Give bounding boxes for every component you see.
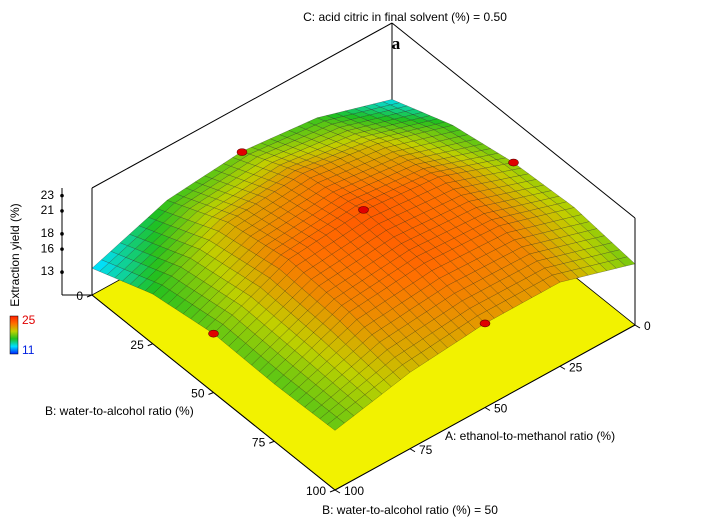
colorbar <box>9 315 19 355</box>
y-tick <box>86 294 93 298</box>
chart-title: C: acid citric in final solvent (%) = 0.… <box>303 10 507 24</box>
box-edge <box>91 22 393 189</box>
x-tick-label: 100 <box>344 484 364 498</box>
colorbar-min-label: 11 <box>22 343 35 357</box>
x-tick <box>409 448 416 453</box>
x-tick <box>334 489 341 494</box>
box-edge <box>391 22 636 219</box>
y-axis-label: B: water-to-alcohol ratio (%) <box>45 404 194 418</box>
z-tick-label: 23 <box>41 188 55 202</box>
z-tick-label: 21 <box>41 203 55 217</box>
y-tick <box>147 343 153 347</box>
x-tick <box>484 407 491 411</box>
design-point <box>479 319 491 328</box>
design-point <box>236 148 248 156</box>
x-tick <box>634 324 641 329</box>
y-tick-label: 50 <box>191 387 205 401</box>
y-tick <box>329 489 336 493</box>
z-axis-label: Extraction yield (%) <box>8 203 22 306</box>
x-axis-label: A: ethanol-to-methanol ratio (%) <box>445 429 615 443</box>
y-tick-label: 25 <box>130 338 144 352</box>
x-tick-label: 50 <box>494 402 508 416</box>
surface <box>91 99 636 431</box>
z-tick-label: 18 <box>41 226 55 240</box>
y-tick-label: 0 <box>76 289 83 303</box>
design-points <box>208 148 519 338</box>
x-tick-label: 25 <box>569 360 583 374</box>
y-tick-label: 100 <box>306 484 326 498</box>
y-tick-label: 75 <box>252 435 266 449</box>
colorbar-max-label: 25 <box>22 313 36 327</box>
box-edge <box>91 294 336 491</box>
surface-cell <box>327 416 345 431</box>
design-point <box>208 329 219 338</box>
design-point <box>508 158 519 167</box>
x-tick-label: 0 <box>644 319 651 333</box>
design-point <box>358 206 369 214</box>
chart-subtitle: B: water-to-alcohol ratio (%) = 50 <box>322 503 498 517</box>
z-tick-label: 16 <box>41 241 55 255</box>
x-tick-label: 75 <box>419 443 433 457</box>
y-tick <box>208 392 214 395</box>
panel-label: a <box>392 34 401 53</box>
z-tick-label: 13 <box>41 264 55 278</box>
y-tick <box>269 440 275 444</box>
box-edge <box>334 324 636 491</box>
x-tick <box>559 365 566 370</box>
